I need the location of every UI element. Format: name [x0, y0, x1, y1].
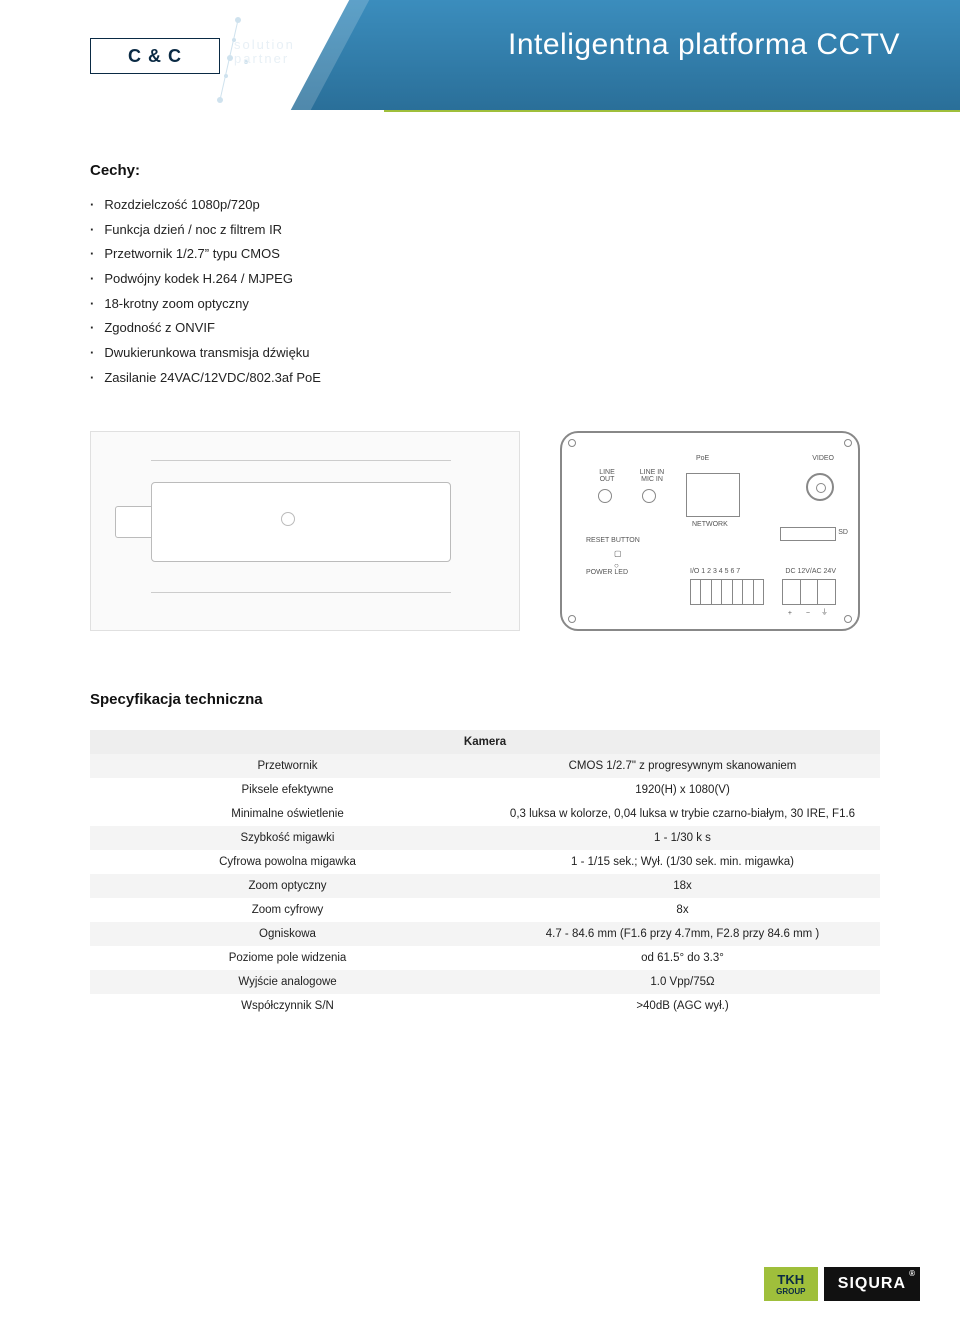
dc-label: DC 12V/AC 24V: [785, 568, 836, 575]
solution-partner-label: solution partner: [234, 38, 295, 65]
spec-value: 18x: [485, 874, 880, 898]
tkh-top: TKH: [777, 1272, 804, 1287]
feature-item: Rozdzielczość 1080p/720p: [90, 193, 880, 218]
feature-item: Funkcja dzień / noc z filtrem IR: [90, 218, 880, 243]
spec-category-row: Kamera: [90, 730, 880, 754]
spec-label: Zoom cyfrowy: [90, 898, 485, 922]
dimension-line-top: [151, 460, 451, 461]
tkh-bottom: GROUP: [776, 1287, 805, 1296]
table-row: Ogniskowa4.7 - 84.6 mm (F1.6 przy 4.7mm,…: [90, 922, 880, 946]
sd-label: SD: [838, 529, 848, 536]
power-terminal-icon: [782, 579, 836, 605]
spec-value: CMOS 1/2.7" z progresywnym skanowaniem: [485, 754, 880, 778]
back-panel-diagram: PoE VIDEO LINE OUT LINE IN MIC IN NETWOR…: [560, 431, 860, 631]
spec-value: od 61.5° do 3.3°: [485, 946, 880, 970]
spec-label: Wyjście analogowe: [90, 970, 485, 994]
spec-value: 4.7 - 84.6 mm (F1.6 przy 4.7mm, F2.8 prz…: [485, 922, 880, 946]
gnd-label: ⏚: [821, 607, 828, 617]
table-row: Zoom cyfrowy8x: [90, 898, 880, 922]
mount-hole-icon: [844, 439, 852, 447]
spec-value: 0,3 luksa w kolorze, 0,04 luksa w trybie…: [485, 802, 880, 826]
header-band: C & C solution partner Inteligentna plat…: [0, 0, 960, 110]
video-label: VIDEO: [812, 455, 834, 462]
feature-item: 18-krotny zoom optyczny: [90, 292, 880, 317]
table-row: Piksele efektywne1920(H) x 1080(V): [90, 778, 880, 802]
table-row: Cyfrowa powolna migawka1 - 1/15 sek.; Wy…: [90, 850, 880, 874]
plus-label: +: [788, 610, 792, 617]
dimension-line-bottom: [151, 592, 451, 593]
sp-line2: partner: [234, 52, 295, 66]
table-row: Wyjście analogowe1.0 Vpp/75Ω: [90, 970, 880, 994]
table-row: Zoom optyczny18x: [90, 874, 880, 898]
line-in-jack-icon: [642, 489, 656, 503]
feature-item: Podwójny kodek H.264 / MJPEG: [90, 267, 880, 292]
spec-label: Zoom optyczny: [90, 874, 485, 898]
spec-label: Współczynnik S/N: [90, 994, 485, 1018]
spec-label: Ogniskowa: [90, 922, 485, 946]
footer-logos: TKH GROUP SIQURA ®: [764, 1267, 920, 1301]
page-title: Inteligentna platforma CCTV: [508, 28, 900, 62]
spec-category: Kamera: [90, 730, 880, 754]
features-heading: Cechy:: [90, 162, 880, 179]
video-bnc-icon: [806, 473, 834, 501]
camera-body-icon: [151, 482, 451, 562]
network-label: NETWORK: [692, 521, 728, 528]
feature-item: Zasilanie 24VAC/12VDC/802.3af PoE: [90, 366, 880, 391]
spec-label: Przetwornik: [90, 754, 485, 778]
lineout-label: LINE OUT: [592, 469, 622, 483]
registered-icon: ®: [909, 1269, 916, 1278]
cc-logo-text: C & C: [128, 46, 182, 67]
mount-hole-icon: [568, 615, 576, 623]
network-port-icon: [686, 473, 740, 517]
feature-item: Przetwornik 1/2.7” typu CMOS: [90, 242, 880, 267]
spec-label: Szybkość migawki: [90, 826, 485, 850]
spec-label: Cyfrowa powolna migawka: [90, 850, 485, 874]
diagrams-row: PoE VIDEO LINE OUT LINE IN MIC IN NETWOR…: [90, 431, 880, 631]
spec-label: Piksele efektywne: [90, 778, 485, 802]
sd-slot-icon: [780, 527, 836, 541]
table-row: Szybkość migawki1 - 1/30 k s: [90, 826, 880, 850]
io-terminal-icon: [690, 579, 764, 605]
powerled-label: POWER LED: [586, 569, 628, 576]
poe-label: PoE: [696, 455, 709, 462]
spec-heading: Specyfikacja techniczna: [90, 691, 880, 708]
table-row: Współczynnik S/N>40dB (AGC wył.): [90, 994, 880, 1018]
mount-hole-icon: [844, 615, 852, 623]
siqura-logo: SIQURA ®: [824, 1267, 920, 1301]
content: Cechy: Rozdzielczość 1080p/720p Funkcja …: [0, 112, 960, 1018]
mount-hole-icon: [568, 439, 576, 447]
screw-hole-icon: [281, 512, 295, 526]
cc-logo: C & C: [90, 38, 220, 74]
table-row: Poziome pole widzeniaod 61.5° do 3.3°: [90, 946, 880, 970]
spec-value: 1 - 1/30 k s: [485, 826, 880, 850]
side-view-diagram: [90, 431, 520, 631]
minus-label: −: [806, 610, 810, 617]
feature-list: Rozdzielczość 1080p/720p Funkcja dzień /…: [90, 193, 880, 391]
table-row: Minimalne oświetlenie0,3 luksa w kolorze…: [90, 802, 880, 826]
feature-item: Dwukierunkowa transmisja dźwięku: [90, 341, 880, 366]
reset-label: RESET BUTTON: [586, 537, 640, 544]
line-out-jack-icon: [598, 489, 612, 503]
spec-label: Minimalne oświetlenie: [90, 802, 485, 826]
siqura-text: SIQURA: [838, 1275, 906, 1293]
spec-value: 1.0 Vpp/75Ω: [485, 970, 880, 994]
spec-table: Kamera PrzetwornikCMOS 1/2.7" z progresy…: [90, 730, 880, 1018]
spec-label: Poziome pole widzenia: [90, 946, 485, 970]
feature-item: Zgodność z ONVIF: [90, 316, 880, 341]
linein-label: LINE IN MIC IN: [634, 469, 670, 483]
spec-value: 1 - 1/15 sek.; Wył. (1/30 sek. min. miga…: [485, 850, 880, 874]
spec-value: 8x: [485, 898, 880, 922]
spec-value: 1920(H) x 1080(V): [485, 778, 880, 802]
lens-mount-icon: [115, 506, 155, 538]
tkh-logo: TKH GROUP: [764, 1267, 818, 1301]
sp-line1: solution: [234, 38, 295, 52]
spec-value: >40dB (AGC wył.): [485, 994, 880, 1018]
io-label: I/O 1 2 3 4 5 6 7: [690, 568, 740, 575]
table-row: PrzetwornikCMOS 1/2.7" z progresywnym sk…: [90, 754, 880, 778]
